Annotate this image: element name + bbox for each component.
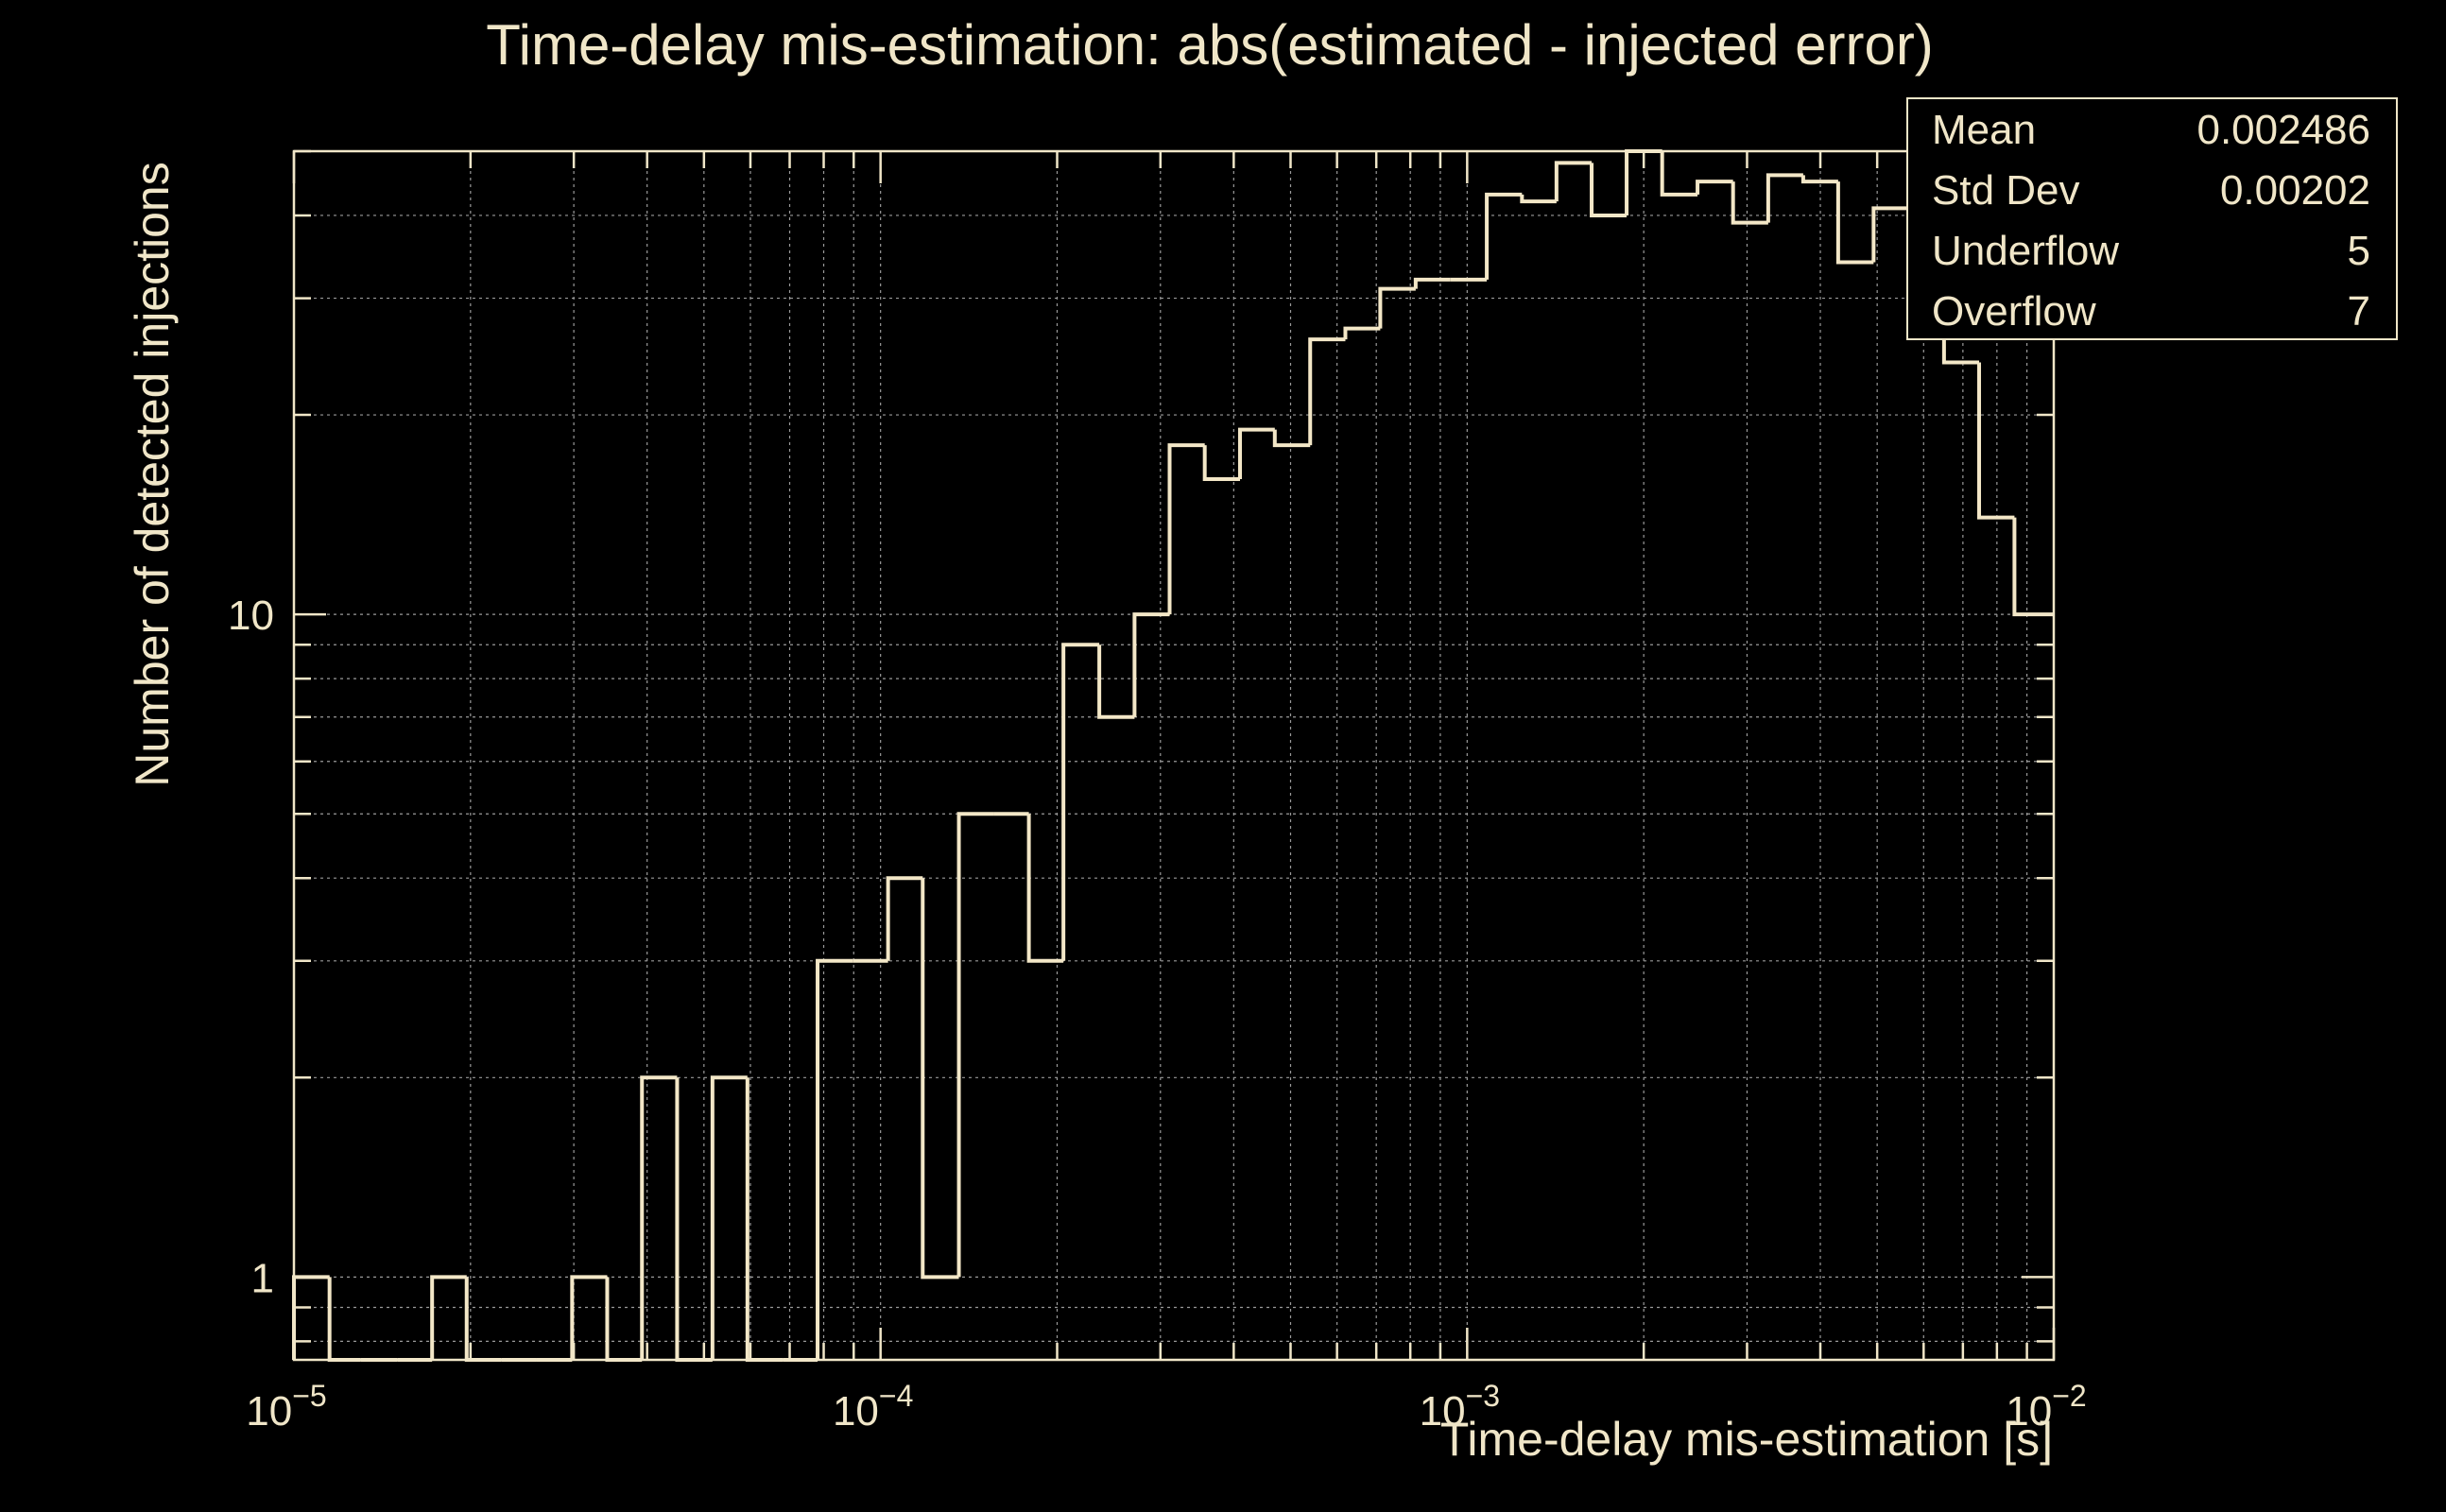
x-tick-label: 10−2	[2006, 1379, 2086, 1435]
y-tick-label: 10	[228, 593, 274, 639]
histogram-bin	[1097, 644, 1135, 719]
y-tick-label: 1	[251, 1255, 274, 1301]
stats-box-frame	[1906, 97, 2398, 340]
histogram-bin	[1061, 643, 1100, 961]
histogram-bin	[1696, 180, 1733, 195]
histogram-bin	[605, 1277, 643, 1362]
stat-underflow-label: Underflow	[1932, 228, 2119, 274]
grid-lines	[293, 150, 2055, 1360]
histogram-bin	[1272, 429, 1311, 448]
x-tick-label: 10−3	[1420, 1379, 1500, 1435]
histogram-bin	[2012, 517, 2054, 617]
stat-mean-label: Mean	[1932, 107, 2036, 153]
histogram-bin	[1167, 443, 1205, 615]
stat-overflow-label: Overflow	[1932, 288, 2096, 335]
histogram-bin	[430, 1275, 467, 1360]
chart-title: Time-delay mis-estimation: abs(estimated…	[486, 13, 1934, 77]
histogram-bin	[1132, 612, 1170, 717]
histogram-series	[292, 149, 2054, 1362]
histogram-bin	[816, 958, 853, 1360]
x-axis-label: Time-delay mis-estimation [s]	[1440, 1413, 2053, 1466]
histogram-bin	[1202, 445, 1240, 482]
stats-box: Mean 0.002486 Std Dev 0.00202 Underflow …	[1906, 97, 2398, 340]
histogram-bin	[1413, 277, 1451, 289]
histogram-bin	[1238, 427, 1275, 480]
axis-ticks	[292, 149, 2056, 1360]
histogram-bin	[1766, 173, 1803, 223]
histogram-bin	[1554, 161, 1593, 202]
tick-labels: 10−5 10−4 10−3 10−2 1 10	[228, 593, 2087, 1435]
plot-frame	[292, 149, 2056, 1362]
stat-underflow-value: 5	[2348, 228, 2370, 274]
histogram-bin	[640, 1075, 678, 1360]
histogram-bin	[1660, 151, 1698, 197]
y-axis-label: Number of detected injections	[126, 162, 179, 786]
histogram-bin	[1871, 206, 1909, 263]
histogram-bin	[1308, 337, 1346, 446]
histogram-bin	[1378, 286, 1416, 329]
stat-stddev-value: 0.00202	[2220, 167, 2370, 214]
stat-mean-value: 0.002486	[2196, 107, 2370, 153]
histogram-bin	[745, 1077, 784, 1362]
histogram-bin	[292, 1275, 330, 1360]
histogram-bin	[710, 1075, 748, 1360]
x-tick-label: 10−5	[246, 1379, 326, 1435]
histogram-bin	[1520, 194, 1557, 204]
histogram-bin	[1343, 326, 1381, 340]
histogram-bin	[675, 1077, 713, 1362]
histogram-bin	[1485, 192, 1523, 280]
histogram-bin	[570, 1275, 608, 1360]
stat-stddev-label: Std Dev	[1932, 167, 2080, 214]
histogram-bin	[956, 812, 994, 1278]
histogram-bin	[1731, 181, 1768, 225]
histogram-bin	[921, 878, 959, 1280]
histogram-bin	[1835, 181, 1874, 265]
histogram-bin	[327, 1277, 361, 1362]
histogram-bin	[464, 1277, 502, 1362]
histogram-bin	[886, 876, 923, 961]
x-tick-label: 10−4	[833, 1379, 913, 1435]
histogram-bin	[1026, 814, 1064, 963]
histogram-bin	[1977, 362, 2015, 520]
histogram-bin	[1590, 163, 1628, 217]
stat-overflow-value: 7	[2348, 288, 2370, 335]
histogram-bin	[1800, 175, 1838, 184]
